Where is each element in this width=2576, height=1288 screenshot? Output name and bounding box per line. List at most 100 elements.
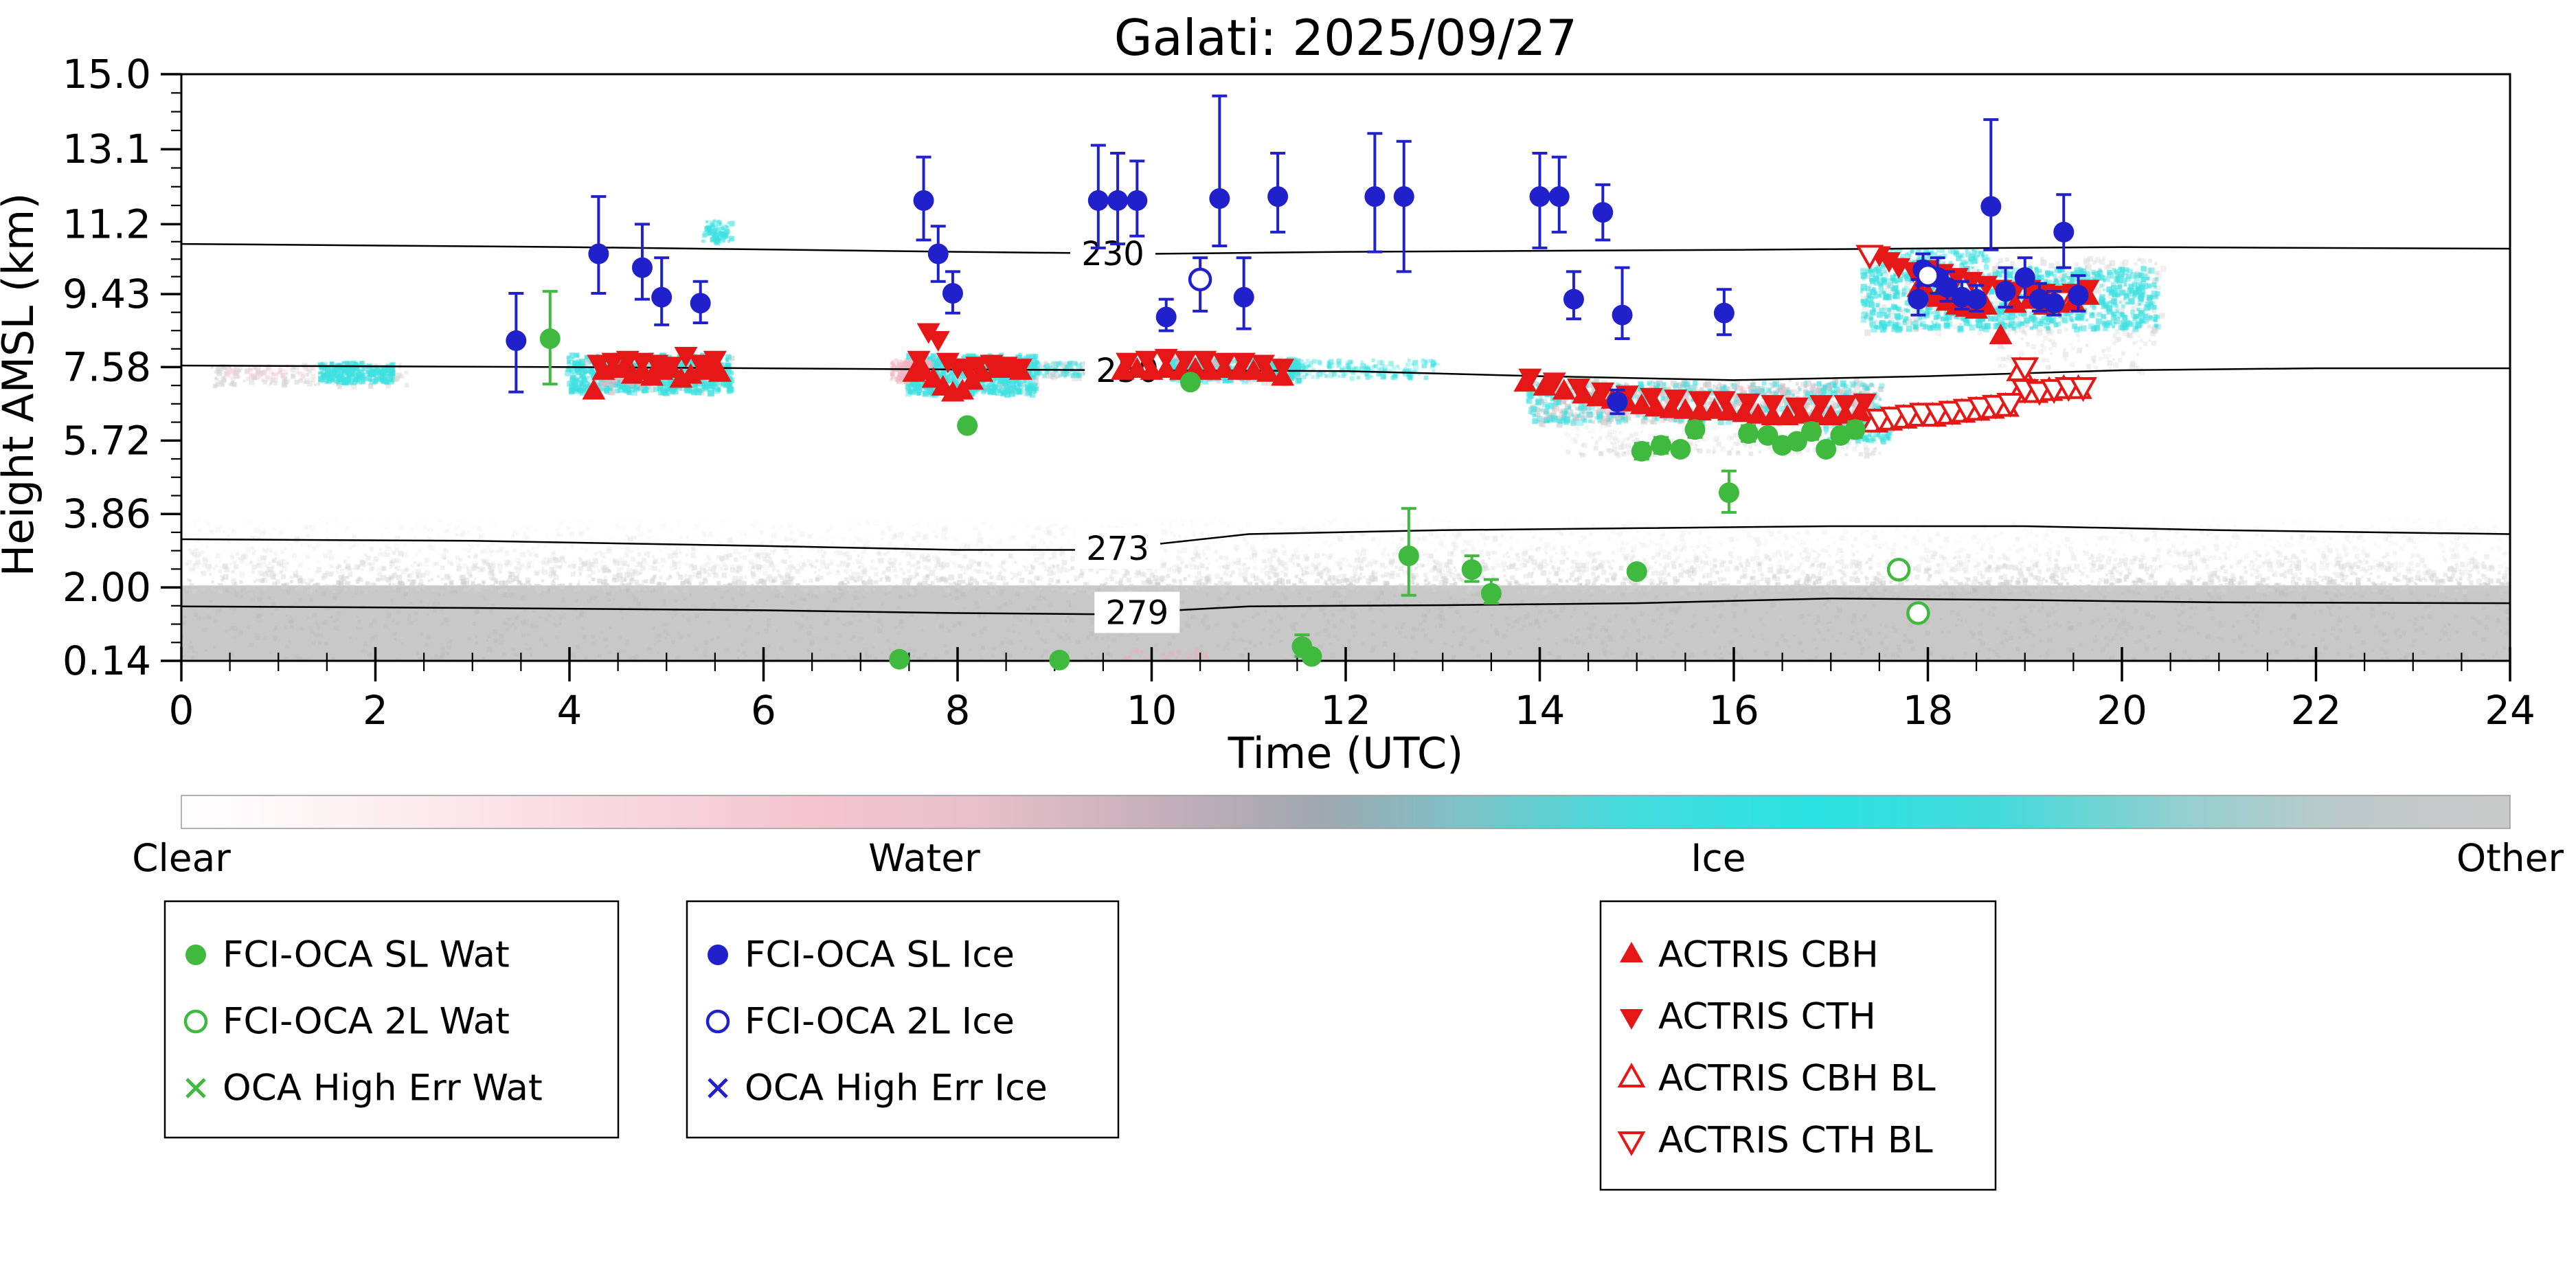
scatter-point xyxy=(1713,302,1735,324)
x-tick-label: 6 xyxy=(751,687,776,734)
scatter-point xyxy=(1607,391,1628,412)
scatter-point xyxy=(1087,190,1109,211)
scatter-point xyxy=(1518,368,1542,389)
y-tick-label: 2.00 xyxy=(63,564,151,611)
x-tick-label: 0 xyxy=(169,687,194,734)
legend-frame xyxy=(686,900,1120,1139)
scatter-point xyxy=(926,331,950,352)
y-tick-label: 13.1 xyxy=(63,126,151,172)
legend-item-label: ACTRIS CBH xyxy=(1658,934,1879,976)
scatter-point xyxy=(1645,396,1668,417)
scatter-point xyxy=(1670,438,1691,460)
scatter-point xyxy=(1620,1009,1643,1030)
scatter-point xyxy=(1617,1131,1646,1157)
scatter-point xyxy=(640,365,664,386)
legend-item-label: OCA High Err Ice xyxy=(745,1067,1048,1109)
scatter-point xyxy=(183,1009,208,1034)
scatter-point xyxy=(1732,401,1756,422)
scatter-point xyxy=(1251,354,1275,376)
isotherm-line xyxy=(181,242,2511,255)
scatter-point xyxy=(889,648,910,670)
scatter-point xyxy=(587,354,611,376)
y-tick-label: 9.43 xyxy=(63,271,151,317)
series-fci-oca-sl-wat xyxy=(539,290,1866,670)
scatter-point xyxy=(1591,382,1615,403)
scatter-point xyxy=(185,1078,206,1098)
scatter-point xyxy=(1684,419,1706,440)
scatter-point xyxy=(927,243,949,264)
legend: FCI-OCA SL Wat FCI-OCA 2L Wat OCA High Err… xyxy=(163,900,1997,1191)
legend-item-label: FCI-OCA SL Wat xyxy=(223,934,510,976)
scatter-point xyxy=(1974,294,1998,315)
isotherm-line xyxy=(181,364,2510,381)
colorbar-label: Other xyxy=(2456,836,2564,880)
y-tick-label: 5.72 xyxy=(63,417,151,464)
scatter-point xyxy=(1996,392,2024,418)
scatter-point xyxy=(1572,383,1596,404)
scatter-point xyxy=(1789,403,1814,424)
x-tick-label: 14 xyxy=(1515,687,1566,734)
scatter-point xyxy=(1995,281,2016,302)
scatter-point xyxy=(1801,421,1822,442)
classification-colorbar: Clear Water Ice Other xyxy=(132,795,2564,880)
series-actris-cth-bl xyxy=(1855,245,2097,434)
series-actris-cbh xyxy=(582,276,2100,425)
series-fci-oca-2l-wat xyxy=(1886,557,1930,625)
isotherm-lines: 230250273279 xyxy=(181,232,2511,633)
scatter-point xyxy=(1761,395,1785,416)
x-tick-label: 24 xyxy=(2485,687,2535,734)
scatter-point xyxy=(1548,186,1570,207)
scatter-point xyxy=(1906,601,1930,625)
scatter-point xyxy=(2014,267,2035,288)
y-tick-label: 11.2 xyxy=(63,201,151,247)
scatter-point xyxy=(1916,263,1940,288)
x-tick-label: 12 xyxy=(1320,687,1371,734)
series-fci-oca-sl-ice xyxy=(506,94,2089,416)
scatter-point xyxy=(1877,252,1901,273)
scatter-point xyxy=(1188,267,1212,292)
scatter-point xyxy=(708,945,728,965)
scatter-point xyxy=(1461,559,1482,580)
scatter-point xyxy=(2044,293,2065,314)
scatter-point xyxy=(1746,403,1770,424)
scatter-point xyxy=(1155,306,1177,328)
legend-frame xyxy=(1599,900,1997,1191)
scatter-point xyxy=(1853,393,1877,414)
scatter-point xyxy=(1626,561,1647,583)
isotherm-label-mask xyxy=(1075,528,1161,569)
scatter-point xyxy=(708,361,732,382)
scatter-point xyxy=(1989,324,2013,345)
scatter-point xyxy=(1301,646,1322,667)
scatter-point xyxy=(1233,286,1254,308)
chart-title: Galati: 2025/09/27 xyxy=(1114,9,1577,67)
isotherm-line xyxy=(181,525,2511,551)
colorbar-label: Water xyxy=(868,836,980,880)
isotherm-label-mask xyxy=(1070,232,1155,274)
scatter-point xyxy=(1651,435,1672,456)
legend-item-label: FCI-OCA 2L Wat xyxy=(223,1001,510,1043)
scatter-point xyxy=(1659,397,1683,418)
scatter-point xyxy=(631,257,653,278)
scatter-point xyxy=(1209,188,1230,210)
scatter-point xyxy=(2076,280,2100,301)
series-actris-cth xyxy=(587,246,2100,418)
x-tick-label: 18 xyxy=(1903,687,1954,734)
scatter-point xyxy=(1908,289,1929,310)
scatter-point xyxy=(1563,289,1584,310)
scatter-point xyxy=(705,1009,730,1034)
colorbar-label: Clear xyxy=(132,836,231,880)
scatter-point xyxy=(708,1078,728,1098)
scatter-point xyxy=(1125,357,1149,379)
scatter-point xyxy=(913,190,934,211)
scatter-point xyxy=(1855,245,1884,270)
legend-frame xyxy=(163,900,620,1139)
legend-box-3: ACTRIS CBH ACTRIS CTH ACTRIS CBH BL ACTRIS … xyxy=(1599,900,1997,1191)
scatter-point xyxy=(1180,372,1201,393)
scatter-point xyxy=(539,328,561,350)
y-tick-label: 3.86 xyxy=(63,490,151,537)
colorbar-gradient xyxy=(181,795,2511,829)
scatter-point xyxy=(1256,361,1280,382)
legend-item-label: OCA High Err Wat xyxy=(223,1067,543,1109)
scatter-point xyxy=(1552,379,1576,400)
